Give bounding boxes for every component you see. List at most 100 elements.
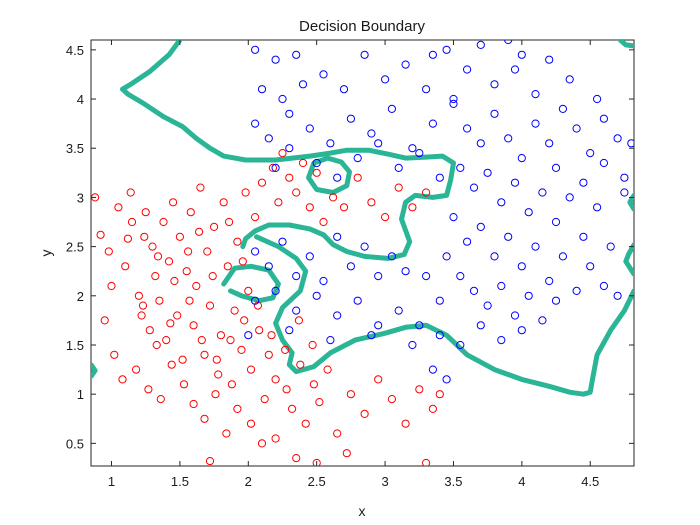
red-class-point [309,380,318,389]
red-class-point [173,311,182,320]
red-class-point [282,385,291,394]
red-class-point [278,149,287,158]
blue-class-point [490,80,499,89]
blue-class-point [620,173,629,182]
y-axis: 0.5 1 1.5 2 2.5 3 3.5 4 4.5 [66,43,634,451]
red-class-point [294,316,303,325]
red-class-point [285,173,294,182]
blue-class-point [517,262,526,271]
blue-class-point [463,124,472,133]
blue-class-point [517,154,526,163]
red-class-point [264,350,273,359]
blue-class-point [422,272,431,281]
decision-boundary-curve [306,155,352,195]
blue-class-point [374,321,383,330]
red-class-point [178,355,187,364]
blue-class-point [551,296,561,305]
blue-class-point [551,217,561,227]
red-class-point [312,458,321,466]
blue-class-point [415,149,424,158]
blue-class-point [326,336,335,345]
blue-class-point [524,208,533,217]
red-class-point [195,227,204,236]
blue-class-point [483,168,492,177]
red-class-point [203,247,212,256]
red-class-point [241,188,250,197]
red-class-point [152,340,161,350]
blue-class-point [497,336,506,345]
blue-class-point [367,331,376,340]
red-class-point [237,345,246,354]
blue-class-point [449,94,458,104]
blue-class-point [333,173,342,182]
red-class-point [244,286,253,295]
red-class-point [367,198,376,207]
blue-class-point [510,311,520,320]
blue-class-point [305,252,314,261]
blue-class-point [517,50,526,59]
red-class-point [205,457,215,466]
blue-class-point [435,173,444,182]
blue-class-point [360,242,369,251]
blue-class-point [551,163,561,172]
red-class-point [179,380,189,389]
blue-class-point [285,109,294,118]
blue-class-point [387,104,396,114]
blue-class-point [271,55,280,64]
blue-class-point [524,291,533,300]
blue-class-point [319,70,328,79]
blue-class-point [251,119,260,128]
x-tick-label: 2 [245,474,252,489]
blue-class-point [333,232,342,241]
blue-class-point [422,85,431,94]
blue-class-point [558,104,568,114]
red-class-point [233,237,242,246]
red-class-point [401,419,410,428]
plot-area [90,39,635,467]
blue-class-point [469,183,479,192]
blue-class-point [251,45,260,54]
blue-class-point [346,262,355,271]
x-tick-label: 1.5 [171,474,189,489]
red-class-point [422,188,431,197]
chart-title: Decision Boundary [299,18,425,35]
blue-class-point [374,139,383,148]
red-class-point [126,188,135,197]
red-class-point [227,380,236,389]
red-class-point [329,193,338,202]
blue-class-point [490,109,499,118]
red-class-point [415,385,424,394]
red-class-point [140,232,149,241]
blue-class-point [346,114,355,123]
blue-class-point [442,375,451,384]
red-class-point [185,296,194,305]
y-tick-label: 4.5 [66,43,84,58]
blue-class-point [531,90,540,99]
blue-class-point [285,326,294,335]
red-class-point [394,183,403,192]
red-class-point [137,311,146,320]
blue-class-point [531,242,540,251]
blue-class-point [538,188,547,197]
red-class-point [205,301,215,310]
blue-class-point [497,281,506,291]
blue-class-point [531,119,540,128]
blue-class-point [312,158,321,168]
red-class-point [428,404,437,413]
blue-class-point [586,262,595,271]
red-class-point [271,375,280,384]
red-class-point [333,429,342,438]
red-class-point [144,385,153,394]
red-class-point [192,281,201,291]
red-class-point [238,257,247,266]
red-class-point [166,319,175,328]
y-tick-label: 3 [77,190,84,205]
red-class-point [408,203,417,212]
blue-class-point [251,247,260,256]
red-class-point [121,262,130,271]
red-class-point [153,252,163,261]
red-class-point [132,365,141,374]
red-class-point [164,257,174,266]
x-tick-label: 2.5 [308,474,326,489]
